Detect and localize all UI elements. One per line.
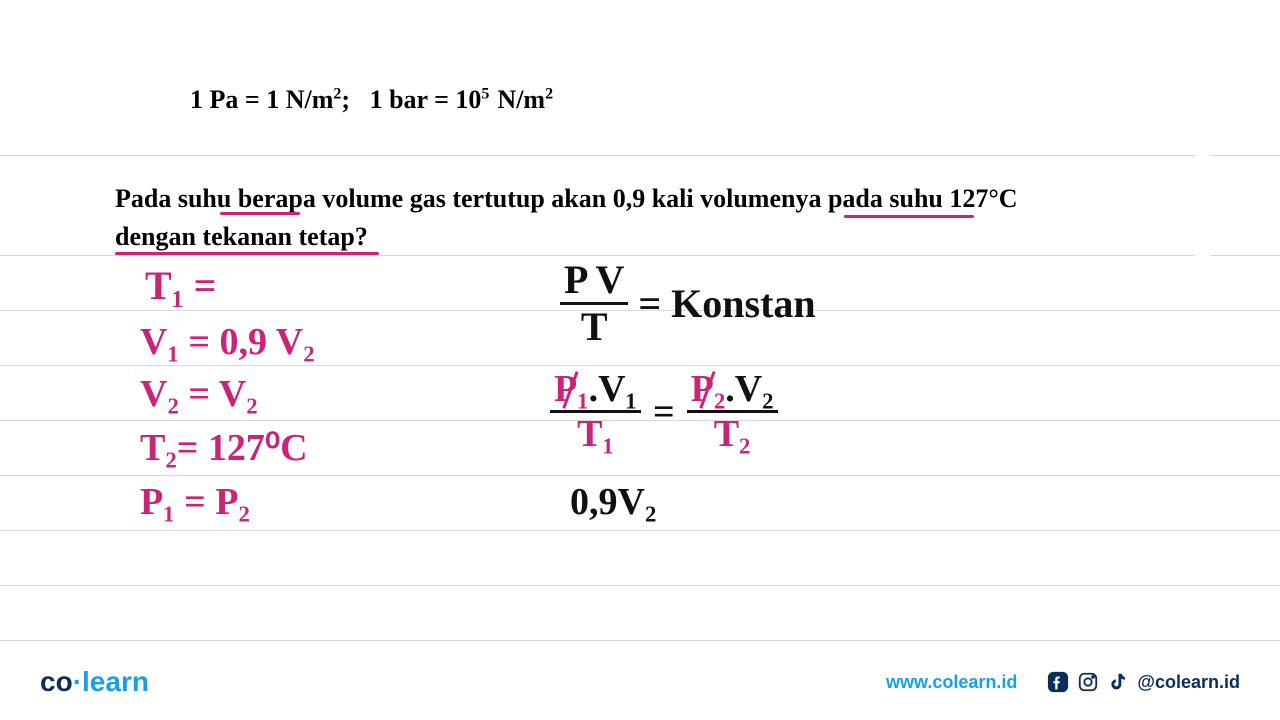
frac-num: P V: [560, 260, 628, 302]
bar-exp1: 5: [481, 85, 489, 102]
equals: =: [434, 85, 455, 114]
equals-konstan: = Konstan: [638, 280, 815, 327]
hw-V2: V₂ = V₂: [140, 372, 258, 416]
unit-definition: 1 Pa = 1 N/m2; 1 bar = 105 N/m2: [190, 85, 553, 115]
fraction-pv-t: P V T: [560, 260, 628, 347]
rule-line: [0, 155, 1195, 156]
rule-line: [0, 475, 1280, 476]
bar-rhs1: 10: [455, 85, 481, 114]
question-line1: Pada suhu berapa volume gas tertutup aka…: [115, 184, 1018, 213]
hw-T1: T₁ =: [145, 262, 216, 309]
equals: =: [245, 85, 266, 114]
sep: ;: [341, 85, 363, 114]
facebook-icon: [1047, 671, 1069, 693]
fraction-right: P₂.V₂ T₂: [687, 370, 778, 453]
social-links: @colearn.id: [1047, 671, 1240, 693]
pa-rhs: 1 N/m: [266, 85, 333, 114]
frac-den-right: T₂: [710, 413, 755, 453]
rule-line: [0, 365, 1280, 366]
rule-line: [0, 640, 1280, 641]
underline-tekanan-tetap: [115, 252, 379, 255]
social-handle: @colearn.id: [1137, 672, 1240, 693]
hw-P1P2: P₁ = P₂: [140, 480, 250, 524]
hw-val-0-9v2: 0,9V₂: [570, 480, 656, 524]
underline-volumenya: [844, 215, 974, 218]
V1-text: .V₁: [589, 368, 637, 410]
bar-lhs: 1 bar: [370, 85, 428, 114]
bar-rhs2: N/m: [497, 85, 545, 114]
site-url: www.colearn.id: [886, 672, 1017, 693]
worksheet-page: 1 Pa = 1 N/m2; 1 bar = 105 N/m2 Pada suh…: [0, 0, 1280, 720]
fraction-left: P₁.V₁ T₁: [550, 370, 641, 453]
frac-num-right: P₂.V₂: [687, 370, 778, 410]
hw-T2: T₂= 127⁰C: [140, 425, 308, 470]
brand-co: co: [40, 666, 73, 697]
brand-learn: learn: [82, 666, 149, 697]
frac-num-left: P₁.V₁: [550, 370, 641, 410]
question-text: Pada suhu berapa volume gas tertutup aka…: [115, 180, 1165, 255]
rule-line: [1210, 155, 1280, 156]
brand-logo: co·learn: [40, 666, 149, 698]
underline-suhu: [220, 212, 300, 215]
question-line2: dengan tekanan tetap?: [115, 222, 368, 251]
hw-V1: V₁ = 0,9 V₂: [140, 320, 315, 364]
rule-line: [0, 585, 1280, 586]
hw-gas-law: P₁.V₁ T₁ = P₂.V₂ T₂: [550, 370, 778, 453]
V2-text: .V₂: [725, 368, 773, 410]
P2-struck: P₂: [691, 370, 726, 408]
instagram-icon: [1077, 671, 1099, 693]
pa-lhs: 1 Pa: [190, 85, 238, 114]
hw-pv-over-t: P V T = Konstan: [560, 260, 816, 347]
tiktok-icon: [1107, 671, 1129, 693]
bar-exp2: 2: [545, 85, 553, 102]
P1-struck: P₁: [554, 370, 589, 408]
frac-den-left: T₁: [573, 413, 618, 453]
brand-dot: ·: [73, 666, 82, 697]
frac-den: T: [577, 305, 612, 347]
rule-line: [1210, 255, 1280, 256]
equals-sign: =: [647, 390, 681, 434]
rule-line: [0, 530, 1280, 531]
footer: co·learn www.colearn.id @colearn.id: [0, 662, 1280, 702]
